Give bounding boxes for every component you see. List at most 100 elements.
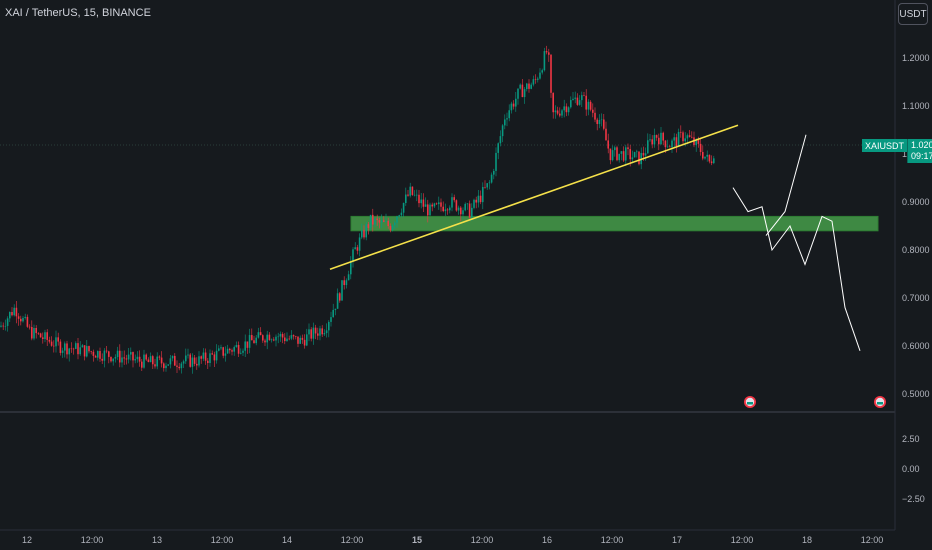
- candle: [2, 322, 4, 331]
- price-axis[interactable]: 1.20001.10001.00000.90000.80000.70000.60…: [902, 53, 930, 399]
- currency-button[interactable]: USDT: [898, 3, 928, 25]
- candle: [607, 133, 609, 154]
- candle: [255, 334, 257, 346]
- candle: [429, 202, 431, 216]
- support-zone[interactable]: [350, 215, 879, 232]
- price-tick: 0.7000: [902, 293, 930, 303]
- trendline[interactable]: [329, 124, 739, 270]
- candle: [50, 336, 53, 347]
- candle: [94, 354, 97, 358]
- candle: [28, 324, 31, 330]
- candle: [224, 346, 227, 362]
- candle: [482, 182, 484, 210]
- candle: [561, 108, 563, 118]
- candle: [90, 350, 92, 355]
- candle: [303, 334, 306, 349]
- candle: [288, 335, 290, 341]
- candle: [306, 328, 308, 347]
- time-tick: 13: [152, 535, 162, 545]
- candle: [677, 128, 680, 147]
- time-tick: 12:00: [731, 535, 754, 545]
- candle: [268, 332, 271, 341]
- last-price-tag: XAIUSDT 1.0208 09:17: [862, 139, 932, 163]
- candle: [116, 346, 119, 361]
- candle: [468, 200, 471, 219]
- candle: [154, 358, 156, 369]
- projection-path-2[interactable]: [765, 134, 807, 236]
- chart-title: XAI / TetherUS, 15, BINANCE: [5, 7, 151, 19]
- candle: [127, 347, 130, 364]
- candle: [466, 202, 469, 210]
- candle: [297, 336, 299, 348]
- candle: [389, 223, 392, 233]
- candle: [222, 346, 224, 359]
- candle: [262, 334, 264, 343]
- indicator-axis[interactable]: 2.50 0.00 −2.50: [902, 434, 925, 504]
- candle: [680, 125, 682, 138]
- candle: [220, 344, 222, 351]
- candle: [570, 96, 572, 109]
- candle: [402, 202, 405, 218]
- candle: [631, 150, 634, 164]
- candle: [273, 337, 275, 342]
- candle: [284, 333, 286, 345]
- candle: [622, 146, 625, 163]
- candle: [376, 214, 378, 226]
- candle: [134, 354, 136, 364]
- candle: [574, 91, 576, 104]
- candle: [603, 113, 605, 131]
- candle: [455, 199, 458, 212]
- candle: [174, 353, 176, 366]
- candle: [48, 336, 51, 344]
- time-axis[interactable]: 12 12:00 13 12:00 14 12:00 15 12:00 16 12:00 17 12:…: [22, 535, 883, 545]
- candle: [35, 325, 37, 339]
- candle: [176, 360, 178, 373]
- price-tick: 1.1000: [902, 101, 930, 111]
- candle: [332, 303, 334, 318]
- candle: [475, 196, 477, 209]
- candle: [374, 217, 376, 228]
- candle: [11, 307, 13, 317]
- candle: [600, 113, 603, 127]
- candle: [411, 186, 414, 196]
- candle: [165, 362, 167, 372]
- candle: [123, 350, 125, 365]
- candle: [438, 196, 440, 210]
- candle: [211, 350, 213, 356]
- candle: [191, 353, 194, 374]
- indicator-tick: 2.50: [902, 434, 920, 444]
- event-marker-1[interactable]: [744, 396, 756, 408]
- candle: [79, 341, 81, 356]
- candle: [132, 351, 134, 368]
- candle: [0, 321, 2, 328]
- candle: [369, 214, 372, 231]
- candle: [391, 224, 394, 232]
- candle: [31, 320, 33, 341]
- candle: [589, 100, 592, 112]
- candle: [433, 202, 436, 208]
- candle: [431, 202, 433, 212]
- candle: [673, 133, 675, 148]
- candle: [185, 348, 187, 365]
- candle: [651, 135, 653, 149]
- candle: [559, 107, 561, 118]
- projection-path-1[interactable]: [732, 187, 861, 351]
- event-marker-2[interactable]: [874, 396, 886, 408]
- candle: [427, 199, 429, 223]
- candle: [497, 142, 499, 160]
- candle: [380, 214, 383, 228]
- candle: [488, 180, 491, 190]
- candle: [200, 355, 202, 364]
- candle: [699, 137, 702, 156]
- candle: [308, 323, 310, 342]
- candle: [385, 213, 387, 223]
- candle: [554, 105, 557, 119]
- candle: [13, 304, 15, 317]
- candle: [649, 133, 651, 142]
- candle: [275, 334, 277, 347]
- candle: [26, 314, 29, 328]
- candle: [68, 347, 70, 362]
- candle: [314, 324, 317, 340]
- candle: [383, 216, 385, 223]
